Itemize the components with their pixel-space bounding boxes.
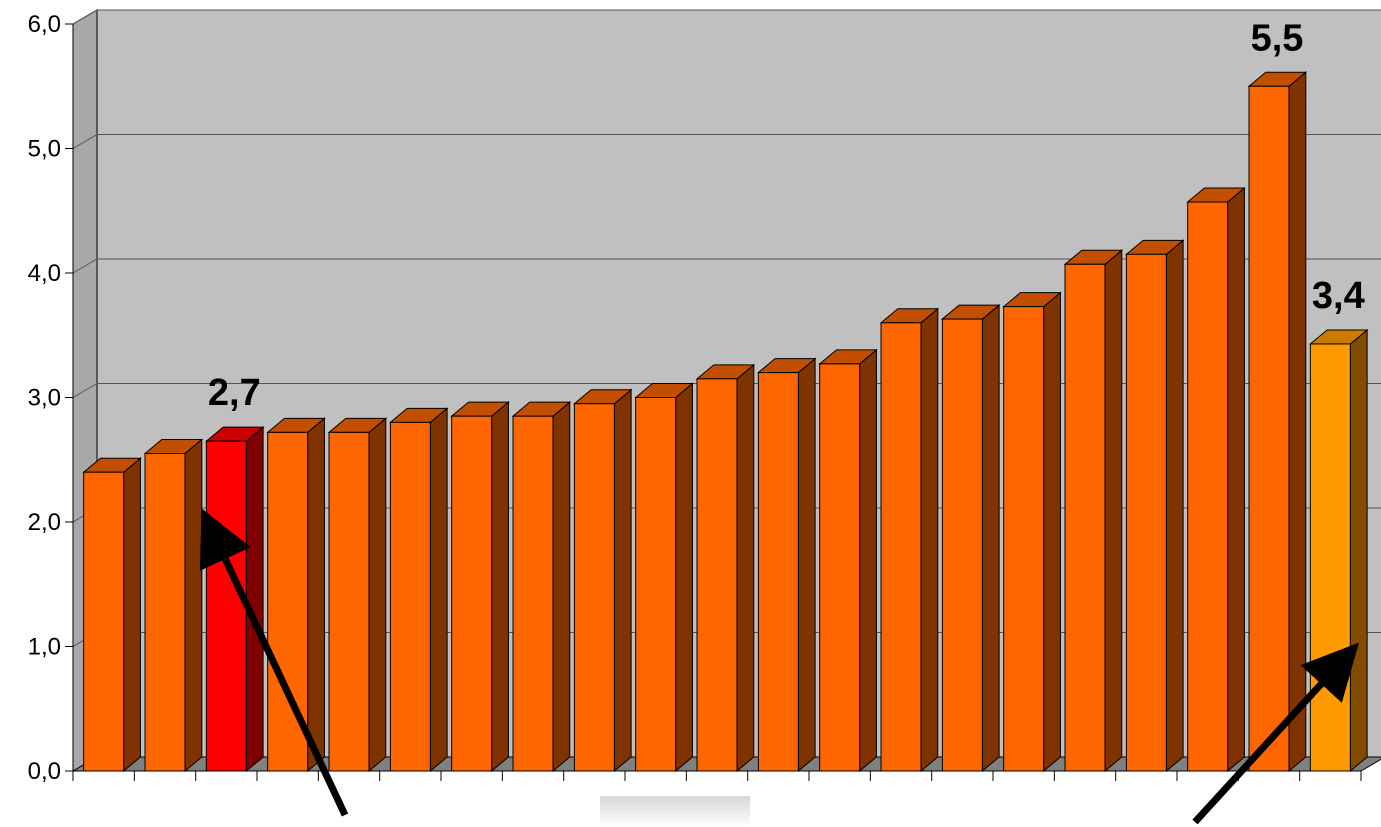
bar (1124, 239, 1185, 773)
bar (450, 401, 510, 773)
bar-front (696, 378, 738, 772)
arrow-to-highlight (199, 508, 349, 817)
bar-front (512, 415, 554, 772)
bar (204, 426, 265, 773)
bar-side (613, 388, 632, 773)
arrow-to-last-bar (1192, 642, 1359, 825)
bar-front (941, 318, 983, 772)
bar (818, 348, 878, 773)
y-tick-label: 2,0 (28, 509, 61, 536)
bar-side (736, 363, 755, 773)
bar (266, 417, 326, 773)
bar-side (1349, 328, 1368, 773)
bar-front (1003, 306, 1045, 772)
annotation-arrows (199, 508, 1359, 825)
y-tick-label: 4,0 (28, 260, 61, 287)
bar (388, 407, 449, 773)
gridline (72, 134, 1381, 149)
bar-front (389, 421, 431, 772)
bar (1002, 291, 1062, 773)
bar-side (368, 417, 387, 773)
y-tick-label: 6,0 (28, 11, 61, 38)
y-tick-label: 0,0 (28, 758, 61, 785)
bar-front (144, 453, 186, 772)
bar-side (1104, 249, 1123, 773)
y-tick-label: 5,0 (28, 136, 61, 163)
bar (879, 307, 940, 773)
bar-side (429, 407, 448, 773)
bar-side (920, 307, 939, 773)
bar-side (184, 438, 203, 773)
bar-side (797, 357, 816, 773)
bar (143, 438, 204, 773)
bar (1308, 328, 1369, 773)
bar (940, 303, 1001, 773)
bar-front (451, 415, 493, 772)
bar-side (307, 417, 325, 773)
bar (511, 401, 572, 773)
bar-side (1043, 291, 1061, 773)
bar (1186, 186, 1246, 773)
y-tick-label: 1,0 (28, 634, 61, 661)
bar (1063, 249, 1124, 773)
bar-front (1187, 201, 1229, 772)
bar-side (981, 303, 1000, 773)
bar-front (573, 403, 615, 772)
bar-front (1125, 253, 1167, 772)
bar-front (328, 431, 370, 772)
bar-side (1227, 186, 1245, 773)
bar-side (1165, 239, 1184, 773)
bar (756, 357, 817, 773)
bar (634, 382, 694, 773)
bar-front (1064, 263, 1106, 772)
bar-front (1248, 85, 1290, 772)
bar (695, 363, 756, 773)
bar-front (880, 322, 922, 772)
bar-side (245, 426, 264, 773)
data-label: 3,4 (1312, 275, 1365, 317)
bar-side (1288, 71, 1307, 773)
bar (1247, 71, 1308, 773)
data-label: 5,5 (1251, 17, 1304, 59)
bar-side (491, 401, 509, 773)
bar-front (635, 397, 677, 772)
bars (82, 71, 1369, 773)
bar-front (757, 372, 799, 772)
bar (327, 417, 388, 773)
y-tick-label: 3,0 (28, 385, 61, 412)
data-label: 2,7 (208, 372, 261, 414)
gridline (72, 258, 1381, 274)
bar-front (205, 440, 247, 772)
floor-shadow (600, 796, 750, 827)
gridline (72, 9, 1381, 25)
bar-front (1309, 343, 1351, 772)
bar-side (552, 401, 571, 773)
bar-side (675, 382, 693, 773)
bar-side (123, 457, 141, 773)
bar-front (819, 363, 861, 772)
bar (572, 388, 633, 773)
data-labels: 2,7 5,5 3,4 (208, 17, 1365, 414)
bar (82, 457, 142, 773)
bar-front (83, 471, 125, 772)
bar-side (859, 348, 877, 773)
